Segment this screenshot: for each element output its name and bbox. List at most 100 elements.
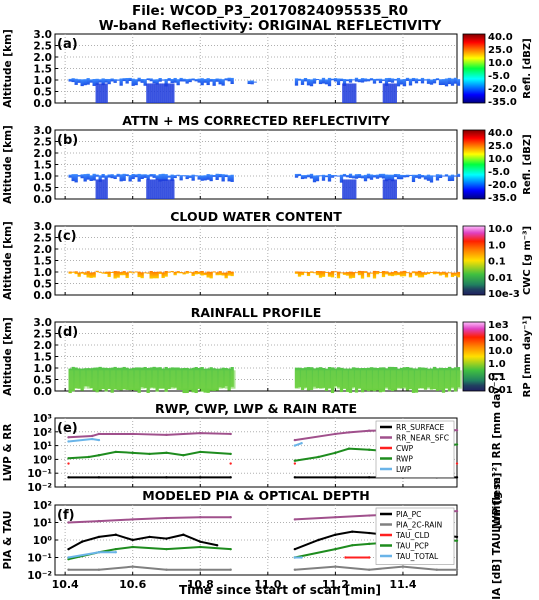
cloud-cell — [375, 271, 380, 275]
y-tick-label: 2.5 — [33, 233, 52, 245]
cloud-cell — [333, 78, 338, 82]
panel-d-title: RAINFALL PROFILE — [191, 305, 322, 320]
series-point — [67, 436, 70, 439]
rain-cell — [354, 370, 360, 389]
cloud-cell — [227, 175, 231, 182]
series-point — [317, 455, 320, 459]
y-tick-label: 2.5 — [33, 41, 52, 53]
colorbar-tick-label: -20.0 — [488, 180, 517, 191]
cloud-cell — [426, 272, 431, 275]
series-point — [131, 518, 134, 521]
cloud-cell — [218, 271, 222, 276]
cloud-cell — [137, 77, 141, 82]
rain-column — [148, 83, 151, 103]
legend-label: PIA_PC — [396, 510, 421, 519]
rain-column — [152, 179, 155, 199]
cloud-cell — [95, 270, 99, 273]
y-tick-label: 3.0 — [33, 221, 52, 233]
cloud-cell — [146, 272, 150, 274]
series-point — [165, 433, 168, 437]
cloud-cell — [197, 78, 201, 83]
cloud-cell — [339, 174, 344, 183]
cloud-cell — [68, 174, 72, 178]
cloud-cell — [432, 78, 437, 84]
cloud-cell — [330, 174, 335, 178]
series-point — [455, 535, 459, 539]
series-point — [367, 542, 371, 546]
cloud-cell — [104, 271, 108, 274]
rain-column — [95, 179, 98, 199]
cloud-cell — [336, 78, 341, 86]
legend-label: TAU_TOTAL — [395, 552, 439, 561]
rain-cell — [348, 370, 354, 389]
cloud-cell — [405, 77, 410, 81]
y-tick-label: 3.0 — [33, 317, 52, 329]
rain-column — [156, 179, 159, 199]
cloud-cell — [324, 79, 329, 85]
cloud-cell — [456, 79, 461, 86]
cloud-cell — [224, 78, 228, 81]
cloud-cell — [215, 272, 219, 276]
cloud-cell — [146, 174, 150, 180]
cloud-cell — [417, 174, 422, 179]
panel-c: CLOUD WATER CONTENT0.00.51.01.52.02.53.0… — [2, 209, 533, 302]
series-point — [165, 516, 168, 520]
cloud-cell — [327, 272, 332, 277]
cloud-cell — [209, 78, 213, 82]
series-point — [67, 556, 70, 559]
x-axis-label: Time since start of scan [min] — [179, 583, 381, 597]
cloud-cell — [119, 78, 123, 86]
cloud-cell — [188, 271, 192, 273]
rain-column — [388, 83, 391, 103]
cloud-cell — [378, 173, 383, 178]
panel-b: ATTN + MS CORRECTED REFLECTIVITY0.00.51.… — [2, 113, 533, 206]
cloud-cell — [206, 78, 210, 86]
cloud-cell — [182, 272, 186, 275]
series-point — [300, 441, 303, 445]
rain-cell — [390, 370, 396, 389]
cloud-cell — [170, 271, 174, 273]
legend-label: RR_NEAR_SFC — [396, 434, 449, 443]
cloud-cell — [247, 80, 251, 85]
cloud-cell — [149, 271, 153, 279]
cloud-cell — [110, 78, 114, 82]
y-tick-label: 1.5 — [33, 160, 52, 172]
cloud-cell — [86, 271, 90, 278]
series-point — [114, 450, 118, 454]
colorbar-tick-label: -35.0 — [488, 97, 517, 108]
series-point — [90, 437, 94, 441]
cloud-cell — [173, 175, 177, 179]
series-point — [182, 533, 185, 536]
cloud-cell — [417, 270, 422, 278]
cloud-cell — [101, 173, 105, 178]
cloud-cell — [393, 78, 398, 81]
cloud-cell — [164, 271, 168, 277]
cloud-cell — [68, 78, 72, 82]
rain-column — [162, 83, 165, 103]
cloud-cell — [342, 173, 347, 177]
cloud-cell — [348, 271, 353, 279]
rain-cell — [200, 370, 206, 389]
series-point — [90, 434, 94, 438]
rain-cell — [68, 370, 74, 389]
cloud-cell — [152, 79, 156, 84]
rain-cell — [170, 370, 176, 389]
cloud-cell — [327, 173, 332, 182]
colorbar-tick-label: -20.0 — [488, 84, 517, 95]
cloud-cell — [116, 271, 120, 278]
cloud-cell — [80, 271, 84, 274]
y-tick-label: 1.5 — [33, 256, 52, 268]
cloud-cell — [179, 175, 183, 181]
cloud-cell — [450, 174, 455, 181]
cloud-cell — [450, 78, 455, 86]
rain-cell — [104, 370, 110, 389]
cloud-cell — [447, 175, 452, 182]
series-point — [367, 568, 371, 571]
series-point — [114, 547, 118, 551]
panel-f-ylabel: PIA & TAU — [2, 511, 14, 570]
cloud-cell — [429, 79, 434, 85]
cloud-cell — [411, 174, 416, 183]
cloud-cell — [134, 79, 138, 86]
panel-c-title: CLOUD WATER CONTENT — [170, 209, 342, 224]
cloud-cell — [384, 174, 389, 182]
